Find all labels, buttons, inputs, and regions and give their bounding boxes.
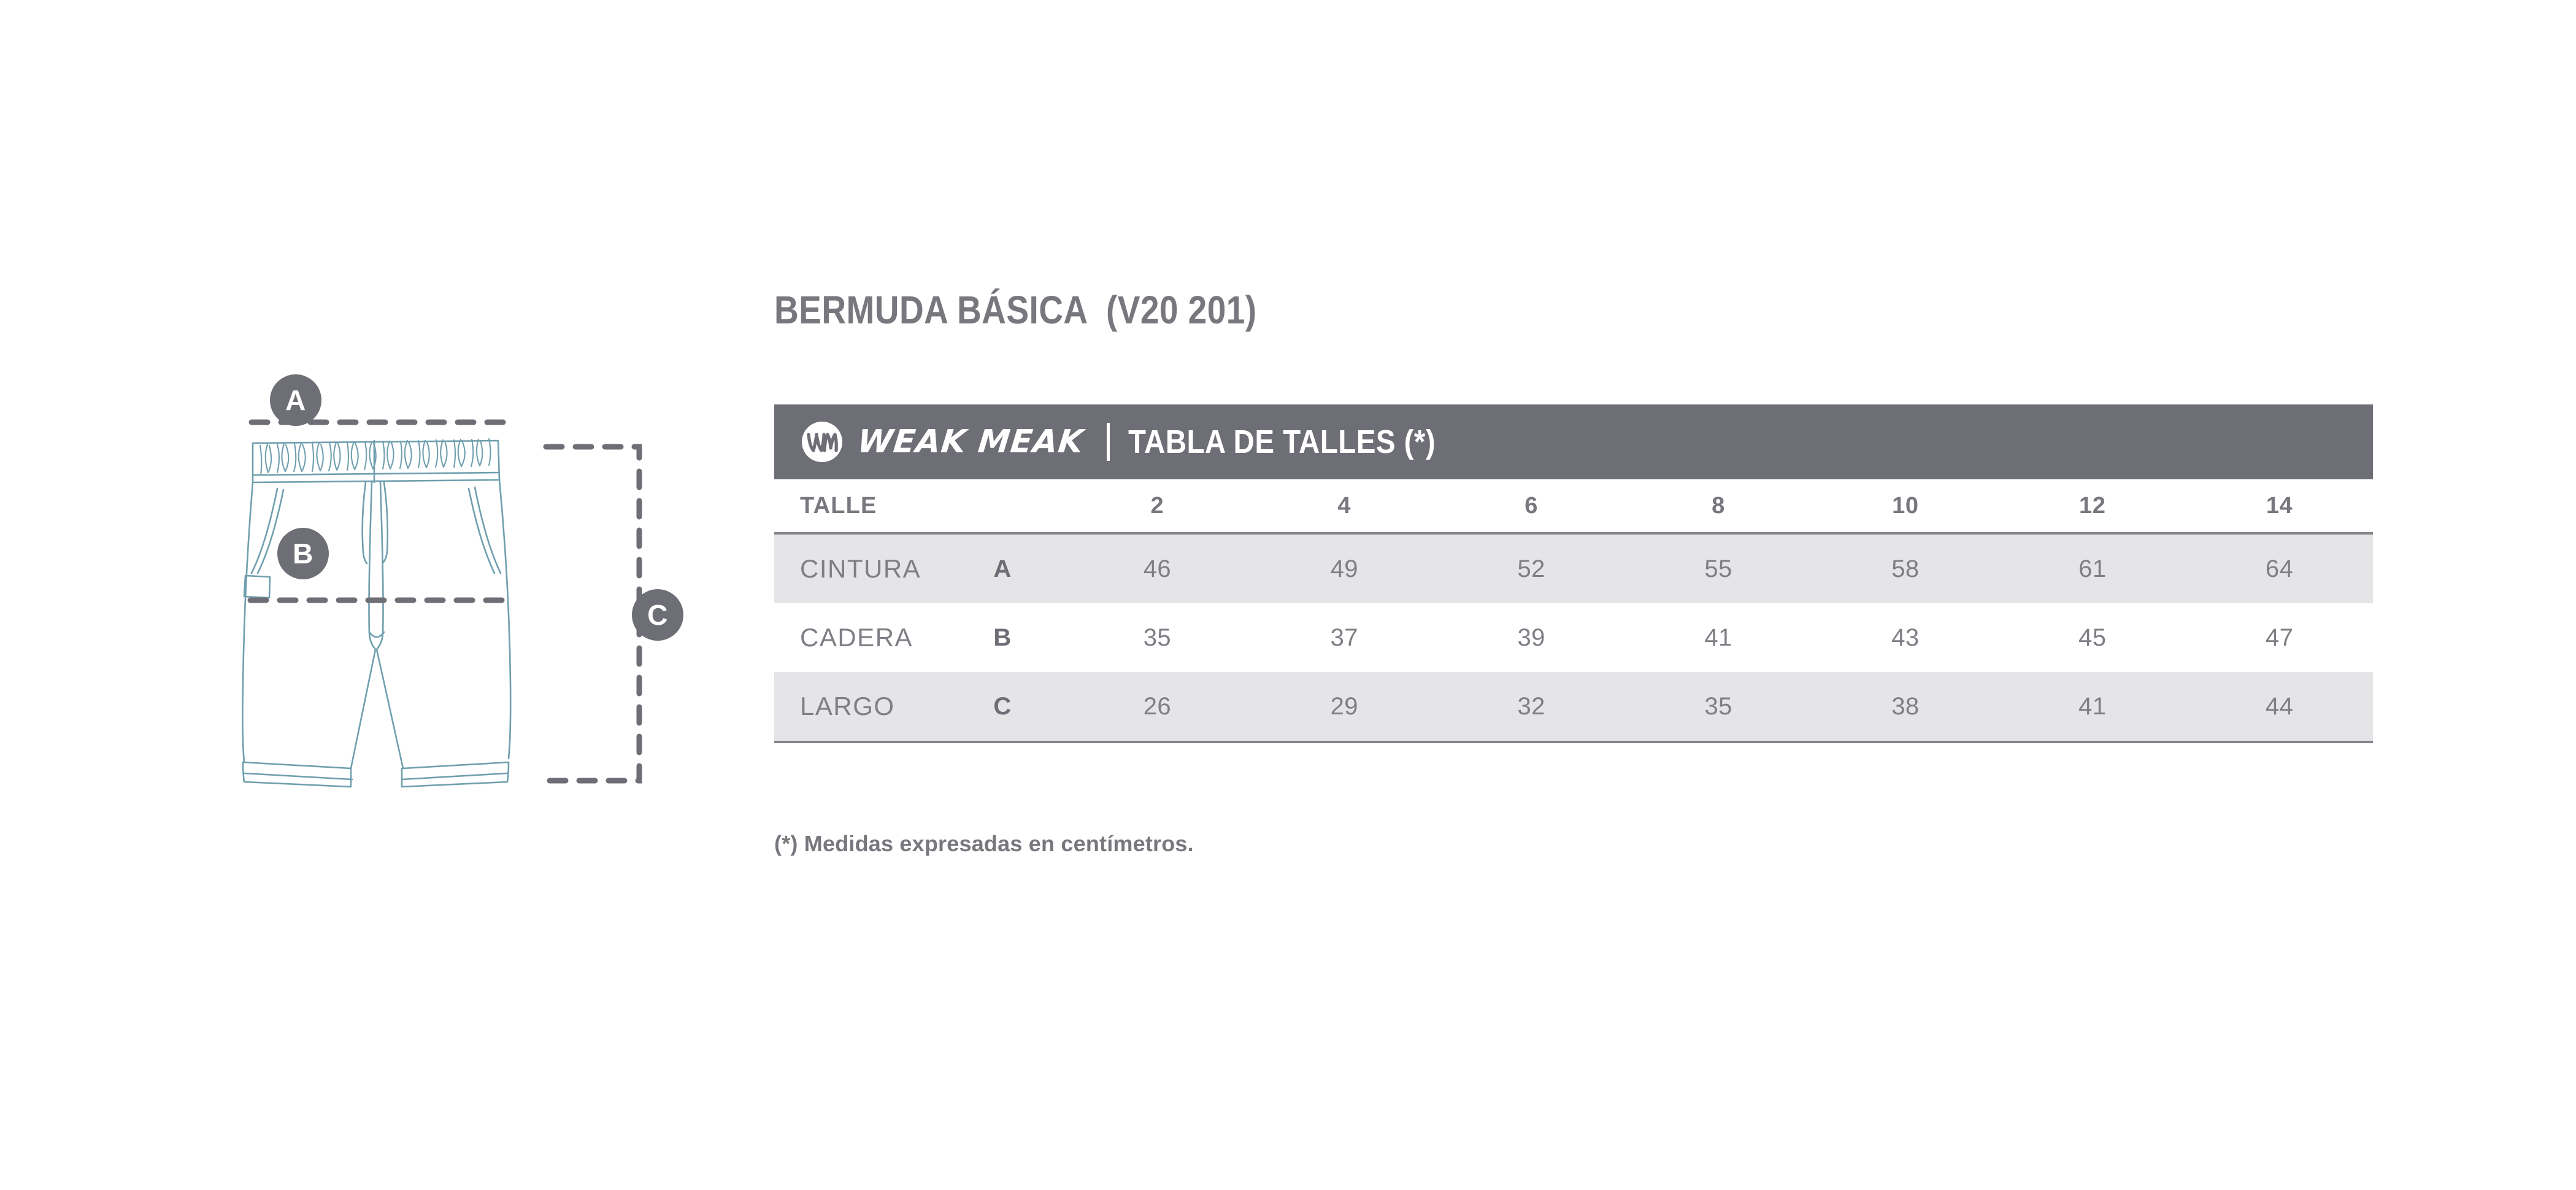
measurement-guides: [247, 419, 642, 784]
measure-badge-b-label: B: [293, 538, 313, 570]
footnote: (*) Medidas expresadas en centímetros.: [774, 831, 1194, 856]
column-header-size-2: 2: [1150, 492, 1164, 519]
measure-badge-c: C: [632, 589, 683, 641]
cell-cintura-14: 64: [2265, 555, 2294, 582]
cell-cintura-4: 49: [1330, 555, 1358, 582]
table-row: LARGO C 26 29 32 35 38 41 44: [774, 672, 2373, 741]
shorts-line-art: [242, 438, 512, 788]
cell-cadera-8: 41: [1704, 624, 1732, 651]
cell-largo-4: 29: [1330, 692, 1358, 720]
cell-largo-6: 32: [1517, 692, 1545, 720]
table-head-row: TALLE 2 4 6 8 10 12 14: [774, 479, 2373, 532]
table-header-bar: WEAK MEAK TABLA DE TALLES (*): [774, 404, 2373, 479]
cell-cintura-12: 61: [2078, 555, 2107, 582]
row-marker-cintura: A: [993, 555, 1012, 582]
column-header-size-14: 14: [2266, 492, 2293, 519]
column-header-size-4: 4: [1337, 492, 1351, 519]
cell-cintura-10: 58: [1891, 555, 1920, 582]
cell-cadera-14: 47: [2265, 624, 2294, 651]
cell-largo-12: 41: [2078, 692, 2107, 720]
garment-diagram: [184, 344, 736, 822]
measure-badge-a: A: [270, 374, 321, 426]
column-header-talle: TALLE: [800, 492, 877, 519]
measure-badge-b: B: [277, 528, 329, 579]
table-rule-top: [774, 532, 2373, 535]
guide-bracket-c: [543, 444, 642, 784]
row-label-cintura: CINTURA: [800, 554, 921, 583]
column-header-size-10: 10: [1892, 492, 1919, 519]
row-marker-largo: C: [993, 692, 1012, 720]
table-row: CINTURA A 46 49 52 55 58 61 64: [774, 535, 2373, 603]
cell-cadera-10: 43: [1891, 624, 1920, 651]
column-header-size-12: 12: [2078, 492, 2106, 519]
page-title: BERMUDA BÁSICA (V20 201): [774, 288, 1257, 332]
brand-logo-icon: [800, 420, 844, 464]
measure-badge-a-label: A: [285, 384, 306, 416]
row-marker-cadera: B: [993, 624, 1012, 651]
cell-largo-14: 44: [2265, 692, 2294, 720]
cell-cadera-2: 35: [1143, 624, 1172, 651]
header-divider: [1107, 423, 1110, 461]
table-row: CADERA B 35 37 39 41 43 45 47: [774, 603, 2373, 672]
column-header-size-8: 8: [1712, 492, 1725, 519]
size-chart-table: WEAK MEAK TABLA DE TALLES (*) TALLE 2 4 …: [774, 404, 2373, 743]
cell-cadera-6: 39: [1517, 624, 1545, 651]
cell-largo-8: 35: [1704, 692, 1732, 720]
table-header-title: TABLA DE TALLES (*): [1128, 423, 1436, 460]
cell-largo-10: 38: [1891, 692, 1920, 720]
cell-largo-2: 26: [1143, 692, 1172, 720]
cell-cadera-12: 45: [2078, 624, 2107, 651]
column-header-size-6: 6: [1524, 492, 1538, 519]
table-rule-bottom: [774, 741, 2373, 743]
brand-name: WEAK MEAK: [855, 423, 1086, 460]
cell-cintura-6: 52: [1517, 555, 1545, 582]
row-label-cadera: CADERA: [800, 623, 913, 652]
cell-cintura-2: 46: [1143, 555, 1172, 582]
measure-badge-c-label: C: [647, 599, 668, 631]
cell-cintura-8: 55: [1704, 555, 1732, 582]
row-label-largo: LARGO: [800, 692, 895, 721]
cell-cadera-4: 37: [1330, 624, 1358, 651]
